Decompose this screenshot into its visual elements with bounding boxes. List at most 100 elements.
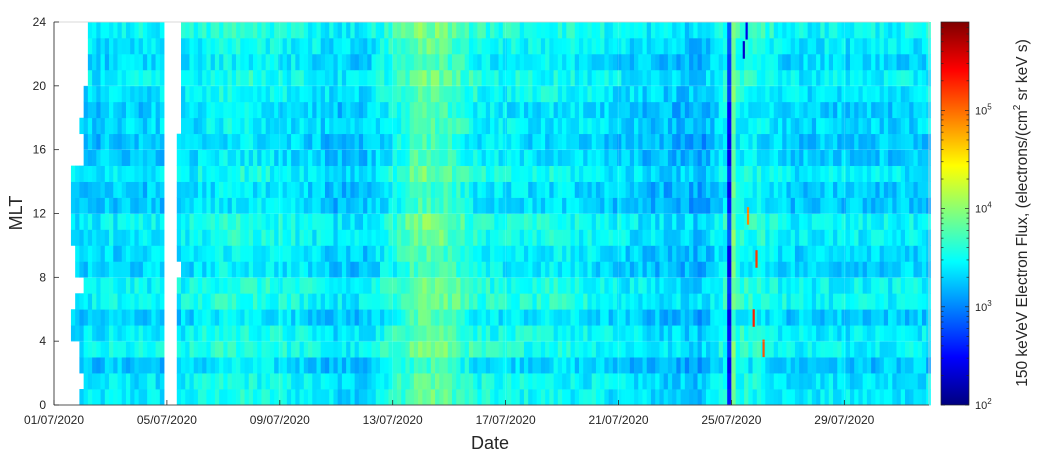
heatmap-cell	[837, 181, 842, 198]
heatmap-cell	[591, 309, 597, 326]
heatmap-cell	[875, 101, 880, 119]
heatmap-cell	[761, 117, 766, 135]
heatmap-cell	[807, 101, 813, 119]
heatmap-cell	[193, 181, 199, 198]
heatmap-cell	[142, 309, 148, 326]
heatmap-cell	[261, 69, 267, 87]
heatmap-cell	[528, 245, 533, 262]
heatmap-cell	[502, 357, 508, 374]
heatmap-cell	[100, 357, 106, 374]
heatmap-cell	[422, 133, 427, 151]
heatmap-cell	[185, 341, 190, 358]
heatmap-cell	[587, 101, 593, 119]
heatmap-cell	[769, 149, 775, 166]
heatmap-cell	[917, 357, 923, 374]
heatmap-cell	[113, 325, 118, 342]
heatmap-cell	[202, 181, 207, 198]
heatmap-cell	[532, 261, 538, 278]
heatmap-cell	[367, 165, 372, 182]
heatmap-cell	[392, 37, 398, 55]
heatmap-cell	[439, 149, 444, 166]
heatmap-cell	[634, 357, 639, 374]
heatmap-cell	[727, 53, 732, 71]
heatmap-cell	[888, 357, 893, 374]
heatmap-cell	[650, 101, 656, 119]
heatmap-cell	[282, 165, 288, 182]
heatmap-cell	[824, 37, 830, 55]
heatmap-cell	[642, 101, 648, 119]
heatmap-cell	[299, 133, 305, 151]
heatmap-cell	[854, 293, 859, 310]
heatmap-cell	[896, 69, 902, 87]
heatmap-cell	[295, 325, 300, 342]
heatmap-cell	[794, 165, 800, 182]
heatmap-cell	[121, 117, 127, 135]
heatmap-cell	[523, 261, 529, 278]
heatmap-cell	[380, 229, 385, 246]
heatmap-cell	[320, 85, 326, 103]
heatmap-cell	[240, 197, 245, 214]
heatmap-cell	[608, 357, 614, 374]
heatmap-cell	[837, 197, 842, 214]
heatmap-cell	[761, 22, 766, 39]
heatmap-cell	[756, 277, 762, 294]
heatmap-cell	[595, 245, 601, 262]
heatmap-cell	[206, 197, 211, 214]
heatmap-cell	[625, 165, 631, 182]
heatmap-cell	[667, 53, 673, 71]
heatmap-cell	[837, 261, 842, 278]
heatmap-cell	[659, 309, 665, 326]
heatmap-cell	[371, 229, 377, 246]
heatmap-cell	[481, 309, 487, 326]
heatmap-cell	[693, 357, 698, 374]
heatmap-cell	[888, 181, 893, 198]
heatmap-cell	[727, 357, 732, 374]
heatmap-cell	[892, 101, 897, 119]
heatmap-cell	[286, 373, 292, 390]
heatmap-cell	[727, 101, 732, 119]
heatmap-cell	[900, 261, 906, 278]
heatmap-cell	[473, 165, 478, 182]
heatmap-cell	[744, 69, 749, 87]
heatmap-cell	[689, 133, 694, 151]
heatmap-cell	[371, 325, 377, 342]
heatmap-cell	[464, 85, 470, 103]
heatmap-cell	[350, 69, 355, 87]
heatmap-cell	[638, 373, 643, 390]
heatmap-cell	[354, 197, 360, 214]
heatmap-cell	[384, 22, 389, 39]
heatmap-cell	[113, 245, 118, 262]
heatmap-cell	[854, 37, 859, 55]
heatmap-cells	[70, 22, 931, 406]
heatmap-cell	[464, 261, 470, 278]
heatmap-cell	[413, 117, 419, 135]
heatmap-cell	[727, 69, 732, 87]
heatmap-cell	[600, 53, 605, 71]
heatmap-cell	[553, 85, 559, 103]
heatmap-cell	[375, 85, 381, 103]
heatmap-cell	[439, 261, 444, 278]
heatmap-cell	[96, 101, 101, 119]
heatmap-cell	[739, 197, 745, 214]
heatmap-cell	[244, 181, 250, 198]
heatmap-cell	[265, 229, 271, 246]
heatmap-cell	[83, 261, 89, 278]
heatmap-cell	[773, 293, 779, 310]
heatmap-cell	[299, 165, 305, 182]
heatmap-cell	[439, 165, 444, 182]
heatmap-cell	[193, 389, 199, 406]
heatmap-cell	[871, 213, 876, 230]
heatmap-cell	[147, 37, 152, 55]
heatmap-cell	[574, 69, 580, 87]
heatmap-cell	[109, 37, 114, 55]
heatmap-cell	[532, 181, 538, 198]
heatmap-cell	[731, 389, 736, 406]
heatmap-cell	[748, 357, 753, 374]
heatmap-cell	[244, 69, 250, 87]
heatmap-cell	[706, 341, 711, 358]
heatmap-cell	[477, 325, 482, 342]
heatmap-cell	[206, 69, 211, 87]
heatmap-cell	[367, 309, 372, 326]
heatmap-cell	[735, 389, 741, 406]
heatmap-cell	[337, 373, 343, 390]
